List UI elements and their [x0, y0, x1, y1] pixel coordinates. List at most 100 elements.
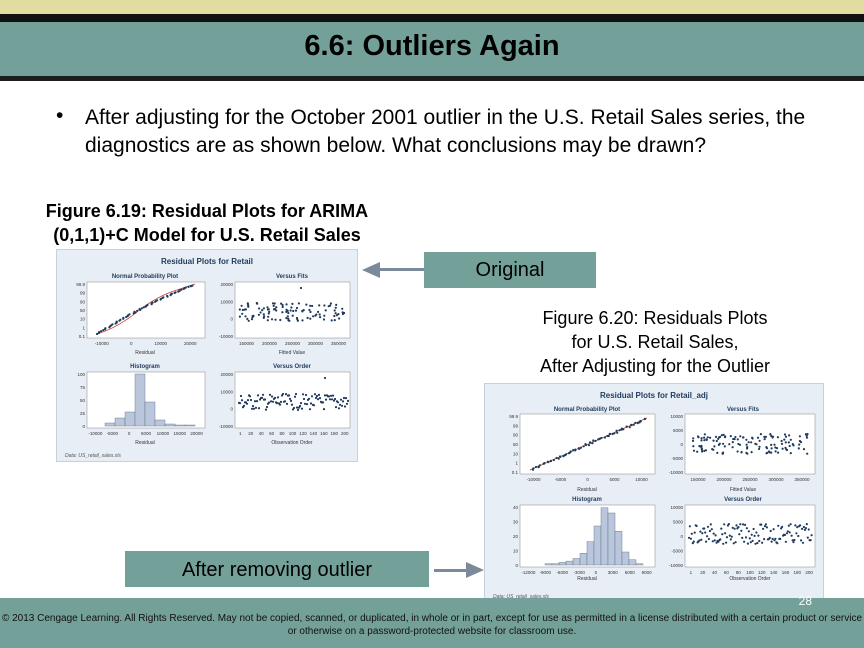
figure1-caption: Figure 6.19: Residual Plots for ARIMA (0… [22, 199, 392, 247]
f2-fits-point [734, 435, 737, 439]
f1-fits-point [338, 317, 341, 320]
f1-order-ytick: -10000 [219, 424, 234, 429]
f1-order-point [313, 393, 317, 396]
f2-hist-bar [593, 525, 602, 566]
f2-order-point [707, 537, 710, 541]
f1-order-point [250, 407, 254, 410]
f2-fits-point [703, 436, 706, 439]
f1-hist-xtick: 20000 [190, 431, 203, 436]
f1-hist-bar [154, 419, 166, 427]
f2-fits-ytick: 5000 [673, 428, 684, 433]
f1-fits-point [273, 302, 276, 305]
f2-order-point [717, 540, 720, 543]
f1-normal-point [132, 312, 135, 315]
f2-order-point [758, 539, 761, 543]
figure1-panel: Residual Plots for Retail Normal Probabi… [56, 249, 358, 462]
f1-normal-ytick: 50 [80, 308, 86, 313]
figure1-caption-line1: Figure 6.19: Residual Plots for ARIMA [45, 201, 369, 221]
f1-fits-point [240, 304, 243, 307]
f1-fits-point [319, 316, 322, 319]
f2-fits-point [758, 439, 761, 442]
f2-fits-point [745, 443, 748, 446]
figure1-caption-line2: (0,1,1)+C Model for U.S. Retail Sales [53, 225, 361, 245]
f2-normal-point [555, 456, 558, 460]
f1-fits-point [270, 318, 274, 321]
f2-hist-xtick: -6000 [556, 570, 568, 575]
f1-fits-point [247, 305, 250, 308]
f2-fits-point [770, 434, 773, 437]
f2-fits-point [742, 436, 745, 439]
f1-fits-point [262, 313, 265, 316]
f1-order-point [330, 398, 334, 401]
f2-fits-point [806, 452, 809, 455]
f2-order-point [721, 533, 724, 536]
original-arrow-shaft [380, 268, 424, 271]
figure1-fits-plot: Versus Fits Fitted Value [234, 274, 351, 356]
f2-fits-point [798, 439, 801, 443]
f1-order-point [246, 399, 250, 402]
f1-order-point [245, 402, 249, 405]
f2-order-point [752, 527, 755, 531]
f2-fits-point [770, 451, 773, 454]
f2-fits-point [712, 439, 715, 442]
f1-order-point [255, 400, 259, 403]
f2-fits-point [700, 448, 703, 451]
f2-fits-point [722, 433, 725, 436]
f1-hist-bar [134, 373, 146, 427]
f1-normal-xtick: 10000 [155, 341, 168, 346]
f1-order-point [302, 397, 306, 401]
f1-order-point [288, 397, 292, 400]
f2-order-point [769, 529, 772, 533]
f2-order-point [801, 527, 804, 530]
f2-hist-bar [628, 559, 637, 566]
f2-normal-ytick: 0.1 [512, 470, 519, 475]
f1-fits-point [259, 311, 262, 314]
f2-order-point [737, 526, 740, 529]
f1-normal-ytick: 99.9 [76, 282, 85, 287]
f1-order-point [285, 402, 289, 405]
f1-normal-point [151, 301, 154, 304]
f1-order-point [256, 394, 260, 397]
f2-fits-point [758, 447, 761, 451]
f2-normal-ytick: 1 [515, 461, 518, 466]
top-rule [0, 14, 864, 22]
f2-normal-point [618, 429, 621, 432]
f1-fits-point [246, 317, 249, 320]
f1-fits-xtick: 250000 [285, 341, 301, 346]
f2-order-point [725, 536, 729, 539]
f1-fits-point [263, 315, 266, 318]
f1-normal-point [133, 310, 136, 313]
f2-fits-point [780, 442, 784, 445]
f1-order-point [299, 402, 303, 405]
f2-order-ytick: 0 [680, 534, 683, 539]
f1-order-xtick: 120 [299, 431, 307, 436]
f2-order-xtick: 80 [736, 570, 742, 575]
f1-order-point [260, 396, 264, 399]
f1-normal-ytick: 10 [80, 317, 86, 322]
f1-order-point [303, 402, 307, 405]
f2-normal-point [615, 429, 618, 432]
f1-order-point [309, 402, 313, 405]
f1-order-point [297, 406, 301, 409]
f2-order-frame [684, 504, 816, 568]
f1-fits-point [308, 308, 311, 312]
f1-normal-point [162, 296, 165, 299]
f1-normal-title: Normal Probability Plot [112, 274, 178, 280]
f1-normal-point [156, 299, 159, 302]
f2-fits-point [705, 438, 708, 441]
f1-fits-point [246, 303, 250, 306]
f2-order-point [688, 525, 691, 528]
f2-order-point [695, 524, 698, 528]
f1-order-point [248, 395, 252, 398]
f1-normal-point [100, 330, 103, 333]
f2-order-xlabel: Observation Order [729, 576, 770, 582]
f2-fits-point [700, 439, 703, 442]
f1-order-point [275, 402, 279, 405]
f2-fits-point [789, 438, 792, 441]
f2-order-point [784, 540, 787, 543]
f2-order-point [763, 525, 767, 528]
f2-order-ytick: 10000 [670, 505, 683, 510]
f1-normal-ytick: 1 [82, 325, 85, 330]
f2-order-point [739, 523, 742, 526]
f1-hist-ytick: 50 [80, 398, 86, 403]
